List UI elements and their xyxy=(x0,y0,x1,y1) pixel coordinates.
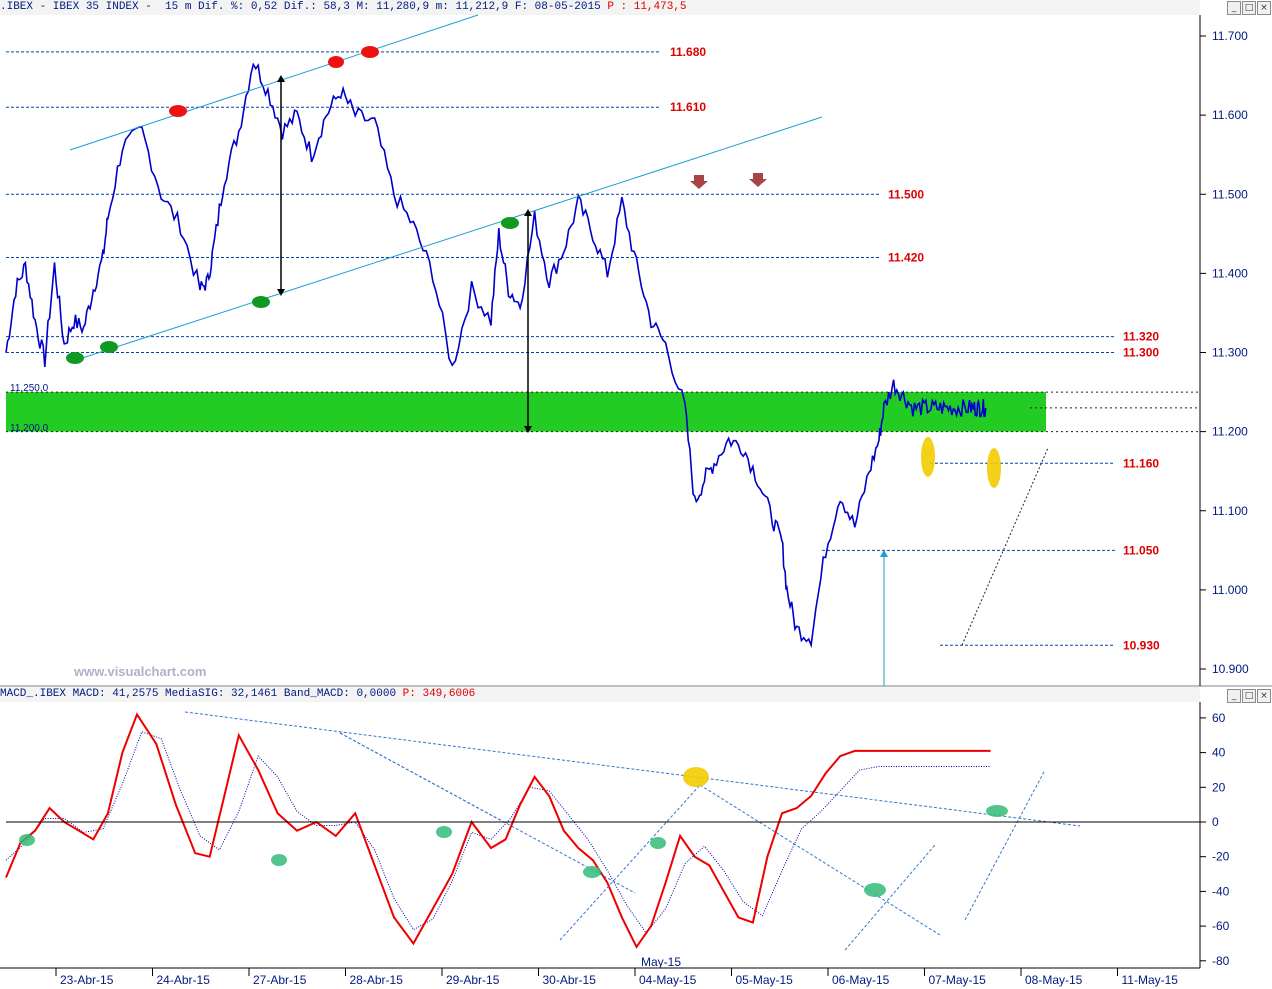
macd-cross-marker xyxy=(271,854,287,866)
level-label: 11.500 xyxy=(888,187,924,201)
macd-maximize-button[interactable]: □ xyxy=(1242,689,1256,703)
x-tick-label: 29-Abr-15 xyxy=(446,973,500,987)
level-label: 11.320 xyxy=(1123,330,1159,344)
x-tick-label: 07-May-15 xyxy=(929,973,987,987)
macd-header-text: MACD_.IBEX MACD: 41,2575 MediaSIG: 32,14… xyxy=(0,688,403,700)
price-series-line xyxy=(5,62,987,649)
macd-y-tick-label: 0 xyxy=(1212,815,1219,829)
macd-close-button[interactable]: × xyxy=(1257,689,1271,703)
level-label: 11.050 xyxy=(1123,543,1159,557)
macd-panel-header: MACD_.IBEX MACD: 41,2575 MediaSIG: 32,14… xyxy=(0,687,1200,702)
arrowhead-down-icon xyxy=(524,426,532,433)
price-y-tick-label: 11.400 xyxy=(1212,266,1248,280)
macd-y-tick-label: -80 xyxy=(1212,954,1230,968)
month-label: May-15 xyxy=(641,955,681,969)
rising-trendline xyxy=(961,447,1049,646)
zone-label-upper: 11,250,0 xyxy=(10,383,49,394)
channel-upper-line xyxy=(69,14,479,151)
arrow-down-icon xyxy=(690,175,708,189)
macd-trendline xyxy=(964,769,1046,921)
macd-cross-marker xyxy=(864,883,886,897)
bottom-marker-green xyxy=(100,341,118,353)
macd-trendline xyxy=(844,844,936,951)
macd-y-tick-label: 40 xyxy=(1212,746,1226,760)
x-tick-label: 24-Abr-15 xyxy=(157,973,211,987)
price-window-controls: _ □ × xyxy=(1227,1,1271,15)
macd-minimize-button[interactable]: _ xyxy=(1227,689,1241,703)
signal-line xyxy=(5,731,991,934)
macd-header-p-value: P: 349,6006 xyxy=(402,688,476,700)
macd-cross-marker xyxy=(986,805,1008,817)
x-tick-label: 06-May-15 xyxy=(832,973,890,987)
bottom-marker-green xyxy=(66,352,84,364)
macd-trendline xyxy=(184,711,1081,827)
macd-trendline xyxy=(699,784,941,936)
level-label: 10.930 xyxy=(1123,638,1160,652)
macd-y-tick-label: 20 xyxy=(1212,780,1226,794)
macd-y-tick-label: -20 xyxy=(1212,850,1230,864)
macd-y-tick-label: -40 xyxy=(1212,884,1230,898)
highlight-marker-yellow xyxy=(987,448,1001,488)
level-label: 11.610 xyxy=(670,100,706,114)
top-marker-red xyxy=(361,46,379,58)
bottom-marker-green xyxy=(501,217,519,229)
macd-cross-marker xyxy=(650,837,666,849)
arrow-down-icon xyxy=(749,173,767,187)
macd-cross-marker xyxy=(436,826,452,838)
level-label: 11.300 xyxy=(1123,346,1159,360)
macd-y-tick-label: 60 xyxy=(1212,711,1226,725)
price-header-p-value: P : 11,473,5 xyxy=(607,1,687,13)
x-tick-label: 05-May-15 xyxy=(736,973,794,987)
price-y-tick-label: 11.200 xyxy=(1212,425,1248,439)
arrowhead-up-icon xyxy=(524,209,532,216)
level-label: 11.420 xyxy=(888,251,924,265)
price-panel-header: .IBEX - IBEX 35 INDEX - 15 m Dif. %: 0,5… xyxy=(0,0,1200,15)
price-y-tick-label: 11.300 xyxy=(1212,346,1248,360)
top-marker-red xyxy=(169,105,187,117)
price-y-tick-label: 11.700 xyxy=(1212,29,1248,43)
macd-highlight-marker xyxy=(683,767,709,787)
x-tick-label: 04-May-15 xyxy=(639,973,697,987)
price-y-tick-label: 11.500 xyxy=(1212,187,1248,201)
x-tick-label: 30-Abr-15 xyxy=(543,973,597,987)
close-button[interactable]: × xyxy=(1257,1,1271,15)
x-tick-label: 28-Abr-15 xyxy=(350,973,404,987)
macd-cross-marker xyxy=(19,834,35,846)
bottom-marker-green xyxy=(252,296,270,308)
x-tick-label: 11-May-15 xyxy=(1122,973,1179,987)
x-tick-label: 08-May-15 xyxy=(1025,973,1083,987)
channel-lower-line xyxy=(69,116,823,363)
level-label: 11.680 xyxy=(670,45,706,59)
zone-label-lower: 11,200,0 xyxy=(10,423,49,434)
macd-cross-marker xyxy=(583,866,601,878)
minimize-button[interactable]: _ xyxy=(1227,1,1241,15)
x-tick-label: 23-Abr-15 xyxy=(60,973,114,987)
price-header-text: .IBEX - IBEX 35 INDEX - 15 m Dif. %: 0,5… xyxy=(0,1,608,13)
level-label: 11.160 xyxy=(1123,456,1159,470)
price-y-tick-label: 10.900 xyxy=(1212,662,1249,676)
arrowhead-down-icon xyxy=(277,289,285,296)
macd-window-controls: _ □ × xyxy=(1227,689,1271,703)
support-zone xyxy=(6,392,1046,432)
highlight-marker-yellow xyxy=(921,437,935,477)
maximize-button[interactable]: □ xyxy=(1242,1,1256,15)
watermark: www.visualchart.com xyxy=(73,664,206,679)
price-y-tick-label: 11.600 xyxy=(1212,108,1248,122)
top-marker-red xyxy=(328,56,344,68)
arrowhead-up-icon xyxy=(880,550,888,557)
x-tick-label: 27-Abr-15 xyxy=(253,973,307,987)
arrowhead-up-icon xyxy=(277,75,285,82)
macd-trendline xyxy=(559,784,701,941)
price-y-tick-label: 11.000 xyxy=(1212,583,1248,597)
macd-y-tick-label: -60 xyxy=(1212,919,1230,933)
macd-line xyxy=(5,712,991,949)
price-y-tick-label: 11.100 xyxy=(1212,504,1248,518)
annotations xyxy=(6,14,1200,951)
macd-trendline xyxy=(339,732,636,894)
